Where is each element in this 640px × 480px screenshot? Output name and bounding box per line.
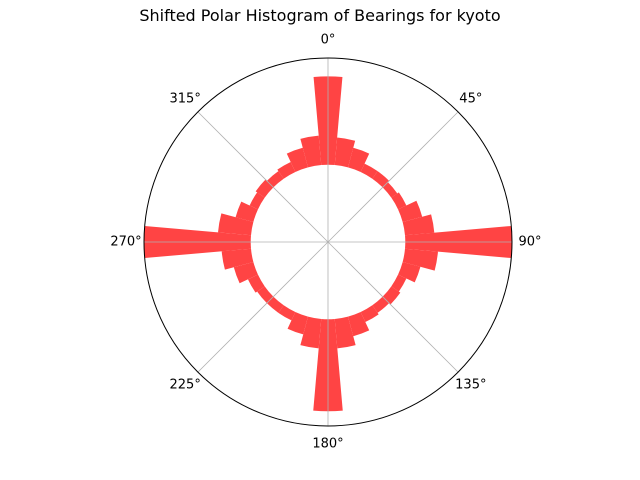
bar-110 — [398, 262, 421, 283]
bar-60 — [391, 192, 407, 210]
theta-tick-label: 180° — [312, 437, 343, 452]
bar-310 — [255, 179, 274, 198]
bar-230 — [257, 286, 274, 304]
theta-tick-label: 0° — [321, 33, 336, 48]
bar-160 — [348, 312, 370, 337]
bar-80 — [402, 214, 435, 236]
bar-40 — [372, 171, 390, 188]
bar-20 — [348, 147, 370, 172]
gridline-315 — [197, 111, 329, 243]
bar-120 — [391, 274, 407, 292]
bar-340 — [286, 147, 308, 172]
polar-spine — [143, 57, 513, 427]
theta-tick-label: 45° — [459, 92, 482, 107]
tick-labels-layer: 0° 45° 90° 135° 180° 225° 270° 315° — [110, 33, 541, 452]
bar-320 — [266, 171, 284, 188]
bar-250 — [233, 262, 258, 284]
gridline-135 — [327, 241, 459, 373]
bar-290 — [235, 201, 258, 222]
theta-tick-label: 225° — [170, 377, 201, 392]
bars-layer — [144, 76, 513, 412]
chart-title: Shifted Polar Histogram of Bearings for … — [139, 6, 501, 25]
bar-350 — [300, 135, 322, 168]
bar-100 — [402, 248, 438, 271]
theta-tick-label: 315° — [170, 92, 201, 107]
bar-190 — [300, 316, 322, 349]
bar-220 — [266, 296, 284, 313]
grid-layer — [143, 57, 513, 427]
bar-150 — [360, 305, 379, 323]
theta-tick-label: 135° — [455, 377, 486, 392]
bar-200 — [287, 312, 308, 335]
bar-210 — [278, 305, 296, 321]
bar-10 — [334, 137, 356, 168]
bar-280 — [218, 213, 254, 236]
bar-170 — [334, 316, 356, 349]
bar-240 — [247, 274, 265, 293]
theta-tick-label: 90° — [518, 235, 541, 250]
gridline-45 — [327, 111, 459, 243]
bar-300 — [249, 192, 265, 210]
gridline-225 — [197, 241, 329, 373]
bar-330 — [277, 161, 296, 179]
bar-140 — [372, 296, 390, 313]
bar-130 — [382, 286, 401, 305]
bar-70 — [398, 200, 423, 222]
theta-tick-label: 270° — [110, 235, 141, 250]
bar-30 — [360, 163, 378, 179]
bar-260 — [221, 248, 254, 270]
bar-50 — [382, 182, 398, 198]
